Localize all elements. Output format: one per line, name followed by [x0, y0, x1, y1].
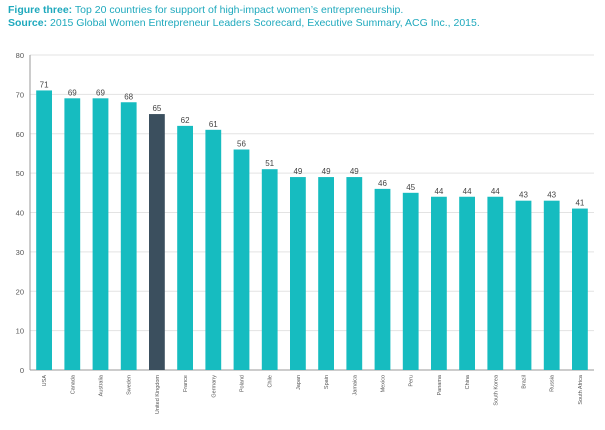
x-tick-label: China: [465, 374, 471, 389]
figure-caption: Figure three: Top 20 countries for suppo…: [8, 4, 598, 30]
bar: [149, 114, 165, 370]
data-label: 71: [40, 80, 49, 89]
bar: [402, 192, 419, 370]
source-line: Source: 2015 Global Women Entrepreneur L…: [8, 17, 598, 30]
bar: [487, 196, 504, 370]
figure-text: Top 20 countries for support of high-imp…: [72, 4, 404, 16]
y-tick-label: 60: [16, 130, 24, 139]
figure-label: Figure three:: [8, 4, 73, 16]
data-label: 41: [575, 199, 584, 208]
x-tick-label: South Africa: [578, 374, 584, 405]
x-tick-label: France: [183, 375, 189, 392]
bar: [374, 188, 391, 370]
source-text: 2015 Global Women Entrepreneur Leaders S…: [47, 17, 480, 29]
bar: [515, 200, 532, 370]
x-tick-label: Spain: [324, 375, 330, 389]
y-tick-label: 70: [16, 90, 24, 99]
x-tick-label: United Kingdom: [155, 375, 161, 415]
x-tick-label: Chile: [268, 375, 274, 388]
y-tick-label: 50: [16, 169, 24, 178]
y-tick-label: 0: [20, 366, 24, 375]
data-label: 45: [406, 183, 415, 192]
source-label: Source:: [8, 17, 48, 29]
data-label: 49: [322, 167, 331, 176]
bar: [92, 98, 109, 370]
data-label: 49: [350, 167, 359, 176]
y-tick-label: 80: [16, 51, 24, 60]
y-tick-label: 10: [16, 327, 24, 336]
bar: [318, 177, 334, 370]
data-label: 68: [124, 92, 133, 101]
figure-title-line: Figure three: Top 20 countries for suppo…: [8, 4, 598, 17]
x-tick-label: Peru: [409, 375, 415, 387]
x-tick-label: USA: [42, 375, 48, 387]
data-label: 61: [209, 120, 218, 129]
bar: [459, 196, 475, 370]
x-tick-label: Jamaica: [352, 374, 358, 395]
data-label: 65: [152, 104, 161, 113]
bar: [543, 200, 560, 370]
bar: [36, 90, 52, 370]
y-tick-label: 20: [16, 287, 24, 296]
bar: [120, 102, 137, 370]
x-tick-label: Panama: [437, 374, 443, 395]
bar: [233, 149, 250, 370]
x-tick-label: Mexico: [381, 375, 387, 392]
data-label: 62: [181, 116, 190, 125]
bar: [431, 196, 447, 370]
data-label: 44: [463, 187, 472, 196]
x-tick-label: Brazil: [522, 375, 528, 389]
bar: [64, 98, 81, 370]
data-label: 51: [265, 159, 274, 168]
bar: [572, 208, 588, 370]
x-tick-label: Japan: [296, 375, 302, 390]
bar: [205, 129, 222, 370]
bar: [290, 177, 306, 370]
x-tick-label: Australia: [99, 374, 105, 396]
bar: [177, 125, 193, 370]
x-tick-label: Germany: [211, 375, 217, 398]
x-tick-label: Sweden: [127, 375, 133, 395]
data-label: 69: [96, 88, 105, 97]
x-tick-label: Russia: [550, 374, 556, 392]
bar: [346, 177, 363, 370]
x-tick-label: South Korea: [493, 374, 499, 406]
bar: [261, 169, 278, 370]
y-tick-label: 30: [16, 248, 24, 257]
data-label: 56: [237, 140, 246, 149]
y-tick-label: 40: [16, 209, 24, 218]
data-label: 43: [547, 191, 556, 200]
data-label: 46: [378, 179, 387, 188]
x-tick-label: Poland: [240, 375, 246, 392]
x-tick-label: Canada: [70, 374, 76, 394]
data-label: 49: [293, 167, 302, 176]
data-label: 69: [68, 88, 77, 97]
data-label: 44: [434, 187, 443, 196]
data-label: 43: [519, 191, 528, 200]
data-label: 44: [491, 187, 500, 196]
